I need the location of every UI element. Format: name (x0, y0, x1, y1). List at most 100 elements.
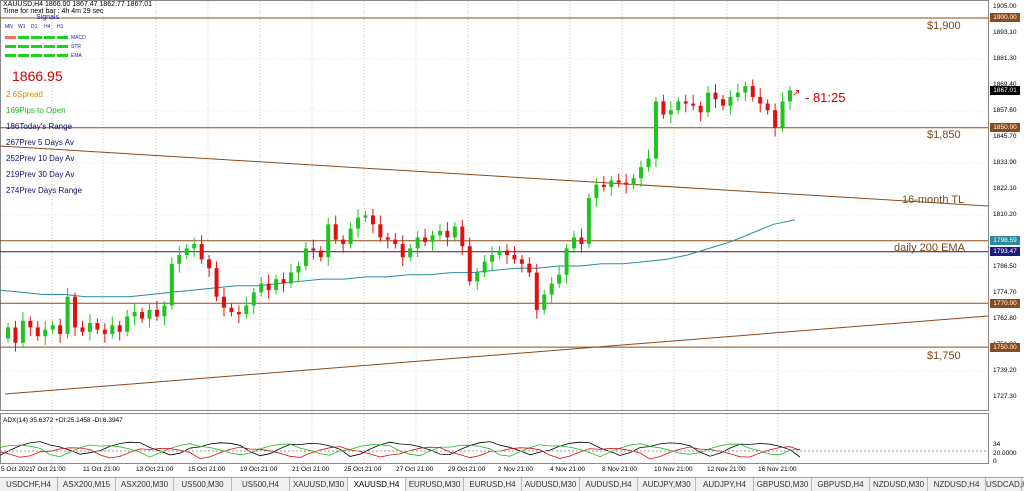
tab-xauusd-h4[interactable]: XAUUSD,H4 (348, 478, 406, 491)
price-label-box: 1793.47 (990, 247, 1020, 257)
rising-trendline (4, 315, 989, 395)
candle-body (385, 237, 390, 240)
candle-body (110, 325, 115, 335)
time-tick: 12 Nov 21:00 (707, 466, 746, 473)
time-tick: 21 Oct 21:00 (292, 466, 330, 473)
signal-cell (18, 54, 29, 57)
time-tick: 27 Oct 21:00 (396, 466, 434, 473)
level-1750-label: $1,750 (927, 350, 961, 362)
tab-eurusd-m30[interactable]: EURUSD,M30 (406, 478, 464, 491)
tab-eurusd-h4[interactable]: EURUSD,H4 (464, 478, 522, 491)
time-tick: 10 Nov 21:00 (654, 466, 693, 473)
candle-body (698, 105, 703, 113)
candle-body (274, 279, 279, 291)
candle-body (586, 197, 591, 245)
adx-tick: 0 (993, 458, 997, 465)
candle-body (527, 263, 532, 273)
candle-body (95, 323, 100, 330)
tab-xauusd-m30[interactable]: XAUUSD,M30 (290, 478, 348, 491)
candle-body (400, 244, 405, 258)
price-label-box: 1750.00 (990, 342, 1020, 352)
info-row: 252Prev 10 Day Av (6, 154, 74, 163)
tab-asx200-m15[interactable]: ASX200,M15 (58, 478, 116, 491)
candle-body (221, 296, 226, 308)
tab-asx200-m30[interactable]: ASX200,M30 (116, 478, 174, 491)
candle-body (35, 327, 40, 337)
tab-gbpusd-h4[interactable]: GBPUSD,H4 (812, 478, 870, 491)
candle-body (601, 184, 606, 187)
tab-nzdusd-h4[interactable]: NZDUSD,H4 (928, 478, 986, 491)
tab-us500-m30[interactable]: US500,M30 (174, 478, 232, 491)
candle-body (631, 178, 636, 185)
candle-body (542, 294, 547, 310)
level-1900-label: $1,900 (927, 20, 961, 32)
price-label-box: 1900.00 (990, 13, 1020, 23)
candle-body (765, 103, 770, 111)
tab-nzdusd-m30[interactable]: NZDUSD,M30 (870, 478, 928, 491)
signal-indicator-label: MACD (71, 35, 86, 41)
candle-body (266, 283, 271, 291)
time-tick: 8 Nov 21:00 (602, 466, 638, 473)
adx-line (0, 441, 801, 458)
candle-body (594, 184, 599, 198)
candle-body (743, 86, 748, 93)
candle-body (758, 96, 763, 104)
signal-cell (18, 45, 29, 48)
candle-body (475, 272, 480, 282)
tab-audusd-h4[interactable]: AUDUSD,H4 (580, 478, 638, 491)
tab-audjpy-m30[interactable]: AUDJPY,M30 (638, 478, 696, 491)
candle-body (28, 320, 33, 328)
price-label-box: 1770.00 (990, 298, 1020, 308)
candle-body (236, 312, 241, 315)
signal-timeframe: H1 (57, 24, 64, 30)
adx-lines (0, 441, 988, 460)
signal-cell (5, 45, 16, 48)
candle-body (132, 312, 137, 317)
info-value: 186 (6, 122, 20, 131)
minus-di-line (0, 446, 801, 460)
candle-body (653, 101, 658, 159)
tab-us500-h4[interactable]: US500,H4 (232, 478, 290, 491)
price-tick: 1893.10 (993, 29, 1017, 37)
candle-body (117, 325, 122, 332)
price-chart[interactable] (0, 0, 1024, 477)
info-label: Prev 5 Days Av (19, 138, 74, 147)
arrow-icon: ↗ (792, 88, 801, 99)
price-tick: 1869.40 (993, 81, 1017, 89)
candle-body (65, 296, 70, 335)
candle-body (289, 272, 294, 284)
tab-usdcad-h4[interactable]: USDCAD,H4 (986, 478, 1024, 491)
price-tick: 1822.10 (993, 184, 1017, 192)
signal-cell (57, 36, 68, 39)
price-tick: 1845.70 (993, 133, 1017, 141)
candle-body (281, 279, 286, 284)
sixteen-month-trendline (0, 145, 989, 207)
info-value: 169 (6, 106, 20, 115)
price-tick: 1762.80 (993, 315, 1017, 323)
info-row: 2.6Spread (6, 90, 43, 99)
tab-audjpy-h4[interactable]: AUDJPY,H4 (696, 478, 754, 491)
time-tick: 16 Nov 21:00 (758, 466, 797, 473)
info-row: 267Prev 5 Days Av (6, 138, 74, 147)
candle-body (773, 110, 778, 128)
countdown-timer: - 81:25 (805, 90, 846, 105)
info-row: 274Prev Days Range (6, 186, 82, 195)
candle-body (378, 224, 383, 238)
tab-usdchf-h4[interactable]: USDCHF,H4 (0, 478, 58, 491)
candle-body (147, 309, 152, 319)
candle-body (788, 90, 792, 102)
candle-body (504, 250, 509, 256)
candle-body (713, 92, 718, 100)
tab-audusd-m30[interactable]: AUDUSD,M30 (522, 478, 580, 491)
candle-body (683, 101, 688, 104)
candle-body (676, 101, 681, 111)
info-label: Prev 30 Day Av (19, 170, 75, 179)
tab-gbpusd-m30[interactable]: GBPUSD,M30 (754, 478, 812, 491)
price-tick: 1881.30 (993, 55, 1017, 62)
candle-body (102, 329, 107, 335)
candle-body (177, 255, 182, 264)
signal-cell (44, 45, 55, 48)
ema-polyline (0, 219, 796, 298)
signal-cell (5, 54, 16, 57)
